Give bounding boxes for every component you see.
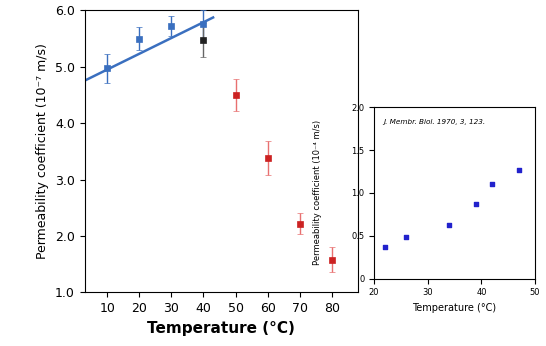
Point (515, 167, 524, 173)
Y-axis label: Permeability coefficient (10⁻⁷ m/s): Permeability coefficient (10⁻⁷ m/s) (37, 44, 49, 259)
Point (488, 182, 496, 187)
Point (445, 222, 454, 227)
X-axis label: Temperature (°C): Temperature (°C) (147, 321, 295, 336)
Point (472, 201, 480, 207)
Text: J. Membr. Biol. 1970, 3, 123.: J. Membr. Biol. 1970, 3, 123. (384, 119, 486, 125)
Point (402, 235, 411, 240)
Y-axis label: Permeability coefficient (10⁻⁴ m/s): Permeability coefficient (10⁻⁴ m/s) (313, 120, 323, 265)
X-axis label: Temperature (°C): Temperature (°C) (412, 303, 497, 313)
Point (381, 244, 389, 249)
